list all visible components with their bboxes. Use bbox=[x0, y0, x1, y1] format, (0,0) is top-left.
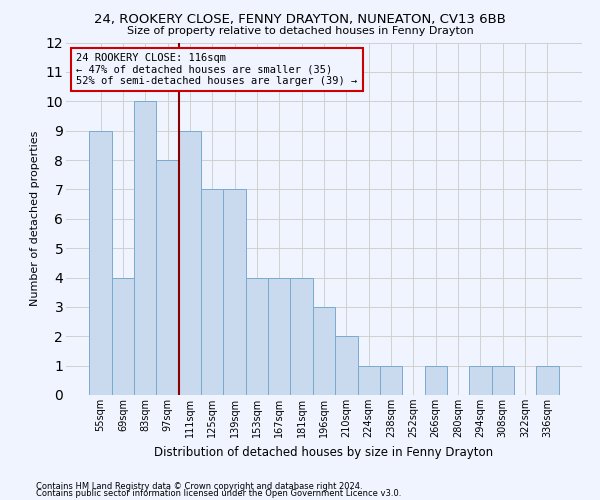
Bar bbox=[335, 336, 358, 395]
X-axis label: Distribution of detached houses by size in Fenny Drayton: Distribution of detached houses by size … bbox=[154, 446, 494, 458]
Bar bbox=[313, 307, 335, 395]
Bar bbox=[536, 366, 559, 395]
Bar bbox=[246, 278, 268, 395]
Bar bbox=[491, 366, 514, 395]
Text: Contains HM Land Registry data © Crown copyright and database right 2024.: Contains HM Land Registry data © Crown c… bbox=[36, 482, 362, 491]
Bar bbox=[469, 366, 491, 395]
Bar bbox=[179, 130, 201, 395]
Bar bbox=[268, 278, 290, 395]
Text: 24 ROOKERY CLOSE: 116sqm
← 47% of detached houses are smaller (35)
52% of semi-d: 24 ROOKERY CLOSE: 116sqm ← 47% of detach… bbox=[76, 53, 358, 86]
Text: Contains public sector information licensed under the Open Government Licence v3: Contains public sector information licen… bbox=[36, 489, 401, 498]
Text: Size of property relative to detached houses in Fenny Drayton: Size of property relative to detached ho… bbox=[127, 26, 473, 36]
Text: 24, ROOKERY CLOSE, FENNY DRAYTON, NUNEATON, CV13 6BB: 24, ROOKERY CLOSE, FENNY DRAYTON, NUNEAT… bbox=[94, 12, 506, 26]
Bar bbox=[358, 366, 380, 395]
Bar bbox=[223, 190, 246, 395]
Bar bbox=[380, 366, 402, 395]
Bar bbox=[157, 160, 179, 395]
Bar bbox=[134, 101, 157, 395]
Bar bbox=[425, 366, 447, 395]
Bar bbox=[112, 278, 134, 395]
Bar bbox=[89, 130, 112, 395]
Bar bbox=[290, 278, 313, 395]
Y-axis label: Number of detached properties: Number of detached properties bbox=[30, 131, 40, 306]
Bar bbox=[201, 190, 223, 395]
